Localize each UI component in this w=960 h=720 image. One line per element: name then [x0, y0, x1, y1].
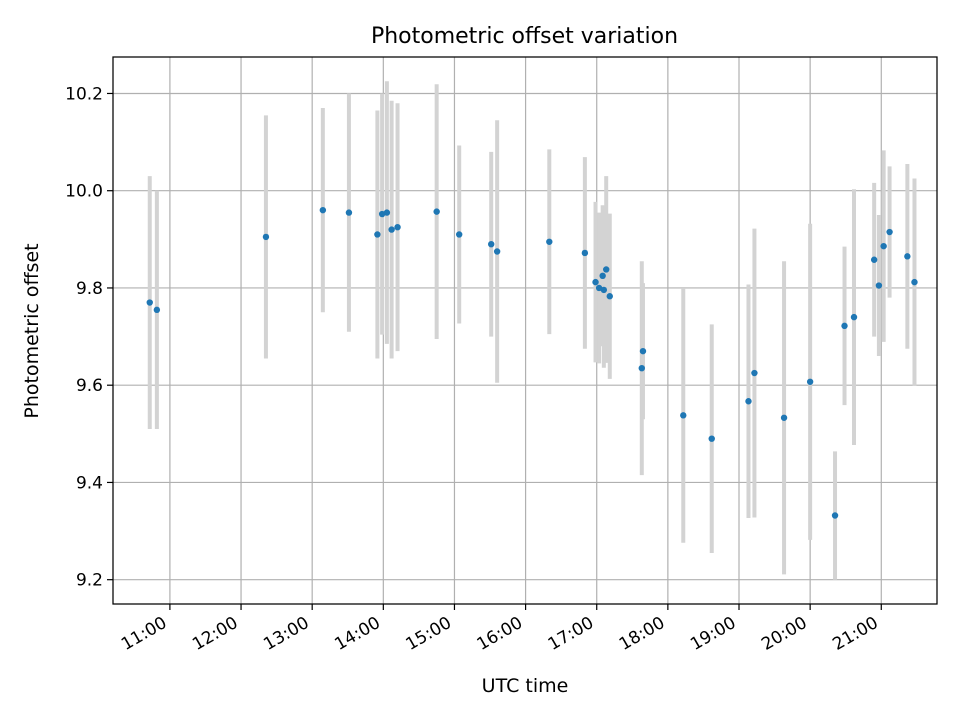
data-point	[546, 238, 553, 245]
data-point	[841, 322, 848, 330]
y-tick-label: 9.6	[76, 376, 103, 396]
data-point	[581, 249, 589, 257]
data-point	[433, 208, 440, 215]
data-point	[603, 266, 610, 273]
data-point	[488, 240, 495, 248]
data-point	[388, 226, 395, 233]
y-tick-label: 10.0	[65, 182, 103, 202]
data-point	[875, 282, 883, 289]
data-point	[153, 306, 161, 314]
y-tick-label: 9.8	[76, 279, 103, 299]
y-tick-label: 10.2	[65, 84, 103, 104]
data-point	[745, 398, 752, 405]
data-point	[638, 364, 645, 372]
y-axis-label: Photometric offset	[21, 243, 43, 418]
data-point	[146, 299, 153, 306]
chart-title: Photometric offset variation	[371, 24, 678, 49]
data-point	[904, 253, 911, 260]
grid	[113, 57, 937, 604]
data-point	[262, 233, 270, 241]
data-point	[394, 223, 401, 231]
data-point	[639, 347, 647, 355]
data-point	[886, 228, 893, 236]
data-point	[600, 286, 608, 294]
data-point	[383, 209, 391, 216]
data-point	[780, 414, 788, 421]
data-point	[708, 435, 715, 442]
data-point	[592, 278, 599, 286]
x-tick-label: 18:00	[616, 613, 668, 655]
data-point	[880, 242, 887, 250]
data-point	[831, 512, 839, 519]
x-tick-label: 17:00	[545, 613, 597, 655]
data-point	[680, 412, 687, 419]
data-point	[374, 231, 381, 238]
x-tick-label: 13:00	[260, 613, 312, 655]
x-axis-label: UTC time	[482, 675, 569, 697]
x-tick-label: 15:00	[403, 613, 455, 655]
x-tick-label: 21:00	[829, 613, 881, 655]
x-tick-label: 16:00	[474, 613, 526, 655]
data-point	[911, 278, 918, 286]
y-tick-label: 9.4	[76, 473, 103, 493]
x-tick-label: 11:00	[118, 613, 170, 655]
error-bars	[147, 81, 917, 580]
y-axis-ticks: 9.2 9.4 9.6 9.8 10.0 10.2	[65, 84, 113, 591]
x-tick-label: 14:00	[331, 613, 383, 655]
data-point	[870, 256, 878, 263]
x-tick-label: 12:00	[189, 613, 241, 655]
data-points	[146, 206, 918, 519]
x-tick-label: 19:00	[687, 613, 739, 655]
data-point	[806, 378, 814, 385]
x-axis-ticks: 11:00 12:00 13:00 14:00 15:00 16:00 17:00 18:00…	[118, 604, 882, 655]
data-point	[319, 206, 327, 214]
x-tick-label: 20:00	[758, 613, 810, 655]
data-point	[599, 272, 606, 279]
data-point	[850, 313, 858, 321]
data-point	[345, 209, 353, 216]
data-point	[493, 248, 501, 255]
y-tick-label: 9.2	[76, 571, 103, 591]
data-point	[606, 293, 613, 300]
data-point	[455, 231, 463, 238]
data-point	[751, 369, 758, 377]
